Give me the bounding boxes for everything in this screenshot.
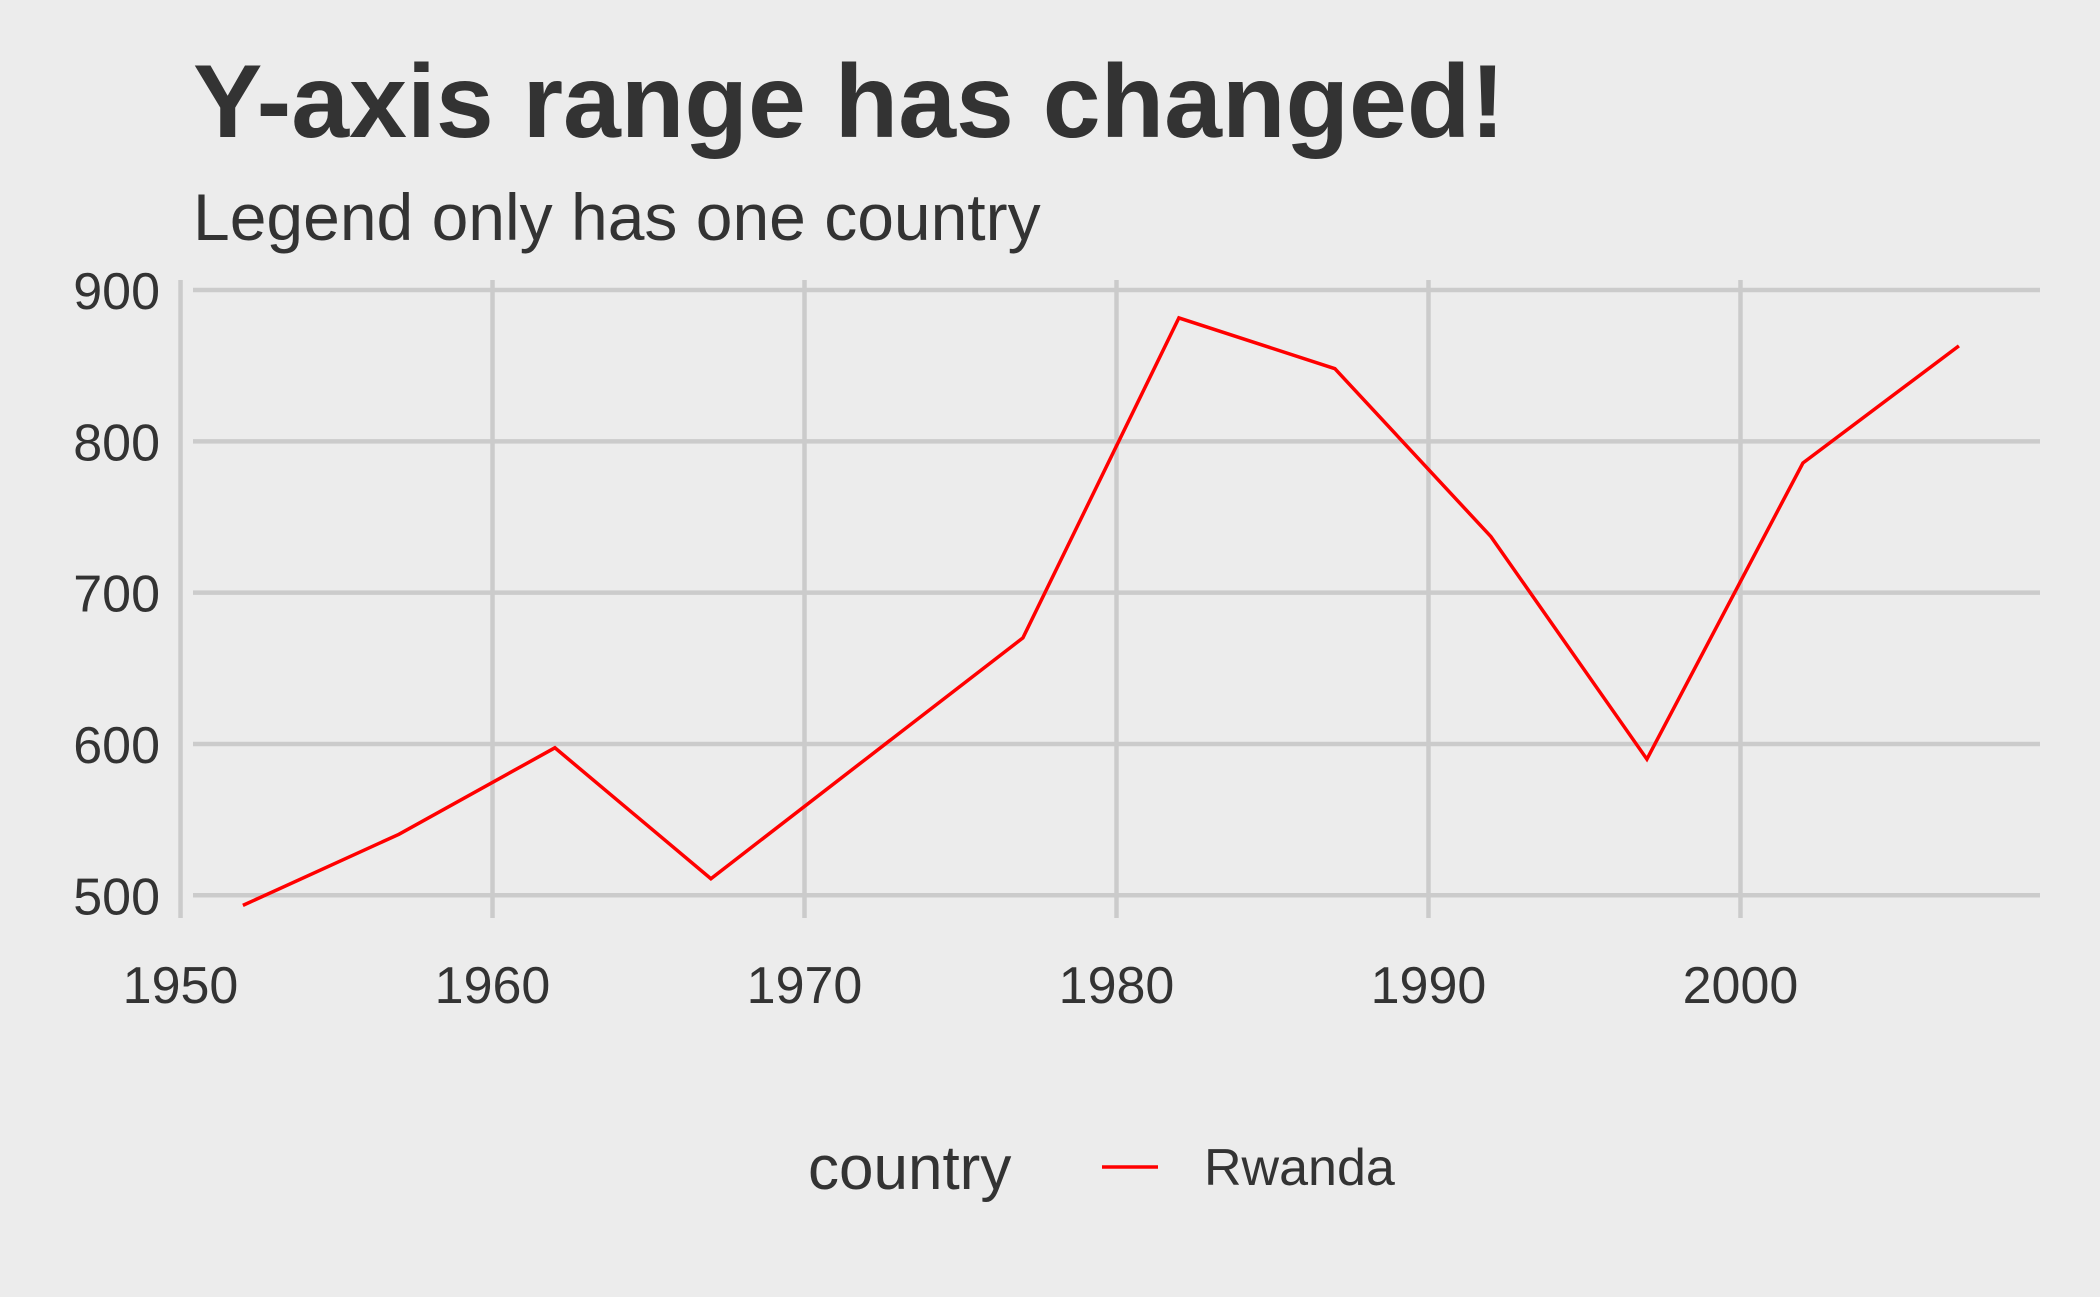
y-tick-label: 800 bbox=[73, 414, 160, 472]
x-grid bbox=[178, 280, 1743, 918]
legend-label-rwanda: Rwanda bbox=[1204, 1139, 1395, 1197]
series-line-rwanda bbox=[242, 315, 1960, 907]
y-axis-ticks: 500 600 700 800 900 bbox=[73, 263, 160, 926]
x-axis-ticks: 1950 1960 1970 1980 1990 2000 bbox=[123, 957, 1799, 1015]
x-tick-label: 1960 bbox=[435, 957, 551, 1015]
chart-subtitle: Legend only has one country bbox=[193, 180, 1041, 254]
y-tick-label: 700 bbox=[73, 566, 160, 624]
x-tick-label: 1970 bbox=[747, 957, 863, 1015]
y-tick-label: 900 bbox=[73, 263, 160, 321]
y-tick-label: 500 bbox=[73, 868, 160, 926]
x-tick-label: 1980 bbox=[1059, 957, 1175, 1015]
legend: country Rwanda bbox=[808, 1134, 1395, 1203]
legend-title: country bbox=[808, 1134, 1011, 1203]
y-tick-label: 600 bbox=[73, 717, 160, 775]
x-tick-label: 2000 bbox=[1683, 957, 1799, 1015]
x-tick-label: 1990 bbox=[1371, 957, 1487, 1015]
chart-title: Y-axis range has changed! bbox=[193, 44, 1505, 160]
x-tick-label: 1950 bbox=[123, 957, 239, 1015]
y-grid bbox=[193, 287, 2040, 898]
series-layer bbox=[242, 315, 1960, 907]
